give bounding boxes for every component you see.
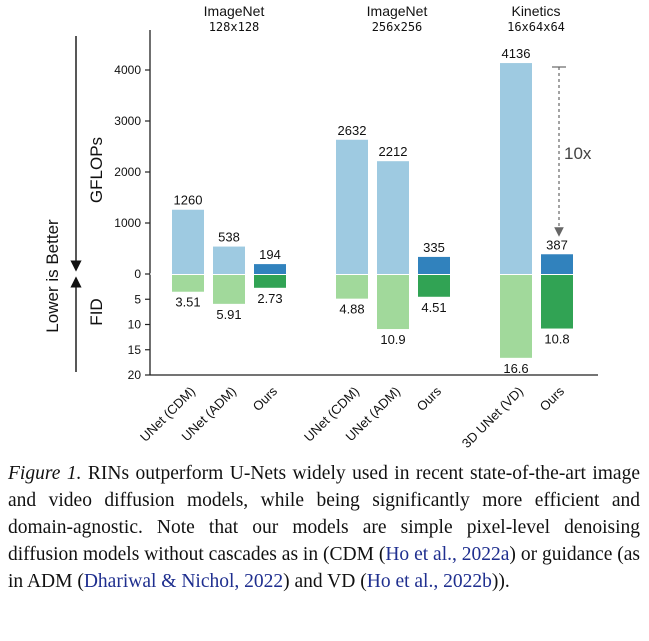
fid-value-label: 10.9 <box>380 332 405 347</box>
gflops-axis-label: GFLOPs <box>87 137 106 203</box>
citation-link-vd[interactable]: Ho et al., 2022b <box>366 571 492 592</box>
citation-link-cdm[interactable]: Ho et al., 2022a <box>385 544 510 565</box>
caption-label: Figure 1. <box>8 463 82 484</box>
gflops-bar <box>336 139 368 274</box>
fid-value-label: 16.6 <box>503 361 528 376</box>
caption-text-4: )). <box>491 571 510 592</box>
caption-text-3: ) and VD ( <box>283 571 367 592</box>
caption-text-1: RINs outperform U-Nets widely used in re… <box>8 463 640 565</box>
fid-value-label: 2.73 <box>257 291 282 306</box>
fid-bar <box>213 275 245 304</box>
fid-tick-label: 10 <box>128 318 142 332</box>
group-subtitle: 16x64x64 <box>507 20 565 34</box>
gflops-bar <box>377 161 409 274</box>
fid-value-label: 4.88 <box>339 302 364 317</box>
group-title: ImageNet <box>367 3 428 19</box>
gflops-bar <box>213 246 245 274</box>
figure-caption: Figure 1. RINs outperform U-Nets widely … <box>8 460 640 595</box>
fid-axis-label: FID <box>87 298 106 325</box>
gflops-bar <box>541 254 573 274</box>
group-subtitle: 128x128 <box>209 20 260 34</box>
fid-bar <box>172 275 204 292</box>
lower-is-better-label: Lower is Better <box>43 219 62 333</box>
fid-bar <box>336 275 368 299</box>
gflops-value-label: 335 <box>423 240 445 255</box>
gflops-tick-label: 2000 <box>114 165 141 179</box>
gflops-value-label: 2212 <box>379 144 408 159</box>
gflops-value-label: 1260 <box>174 193 203 208</box>
fid-bar <box>418 275 450 297</box>
gflops-value-label: 538 <box>218 230 240 245</box>
group-subtitle: 256x256 <box>372 20 423 34</box>
chart-svg: 0 1000 2000 3000 4000 5 10 15 20 GFLOPs FID Lower … <box>43 3 598 451</box>
fid-value-label: 10.8 <box>544 332 569 347</box>
fid-tick-label: 20 <box>128 368 142 382</box>
category-label: Ours <box>537 383 568 414</box>
category-label: 3D UNet (VD) <box>459 384 526 451</box>
gflops-bar <box>254 264 286 274</box>
category-label: Ours <box>414 383 445 414</box>
gflops-bar <box>500 63 532 275</box>
fid-tick-label: 15 <box>128 343 142 357</box>
gflops-bar <box>418 256 450 274</box>
group-title: ImageNet <box>204 3 265 19</box>
fid-value-label: 3.51 <box>175 295 200 310</box>
gflops-tick-label: 1000 <box>114 216 141 230</box>
gflops-value-label: 4136 <box>502 46 531 61</box>
gflops-value-label: 194 <box>259 247 281 262</box>
gflops-tick-label: 4000 <box>114 63 141 77</box>
annotation-10x: 10x <box>564 144 592 163</box>
gflops-tick-label: 3000 <box>114 114 141 128</box>
citation-link-adm[interactable]: Dhariwal & Nichol, 2022 <box>83 571 284 592</box>
gflops-tick-label: 0 <box>134 267 141 281</box>
group-title: Kinetics <box>511 3 560 19</box>
fid-value-label: 4.51 <box>421 300 446 315</box>
category-label: Ours <box>250 383 281 414</box>
fid-bar <box>377 275 409 330</box>
gflops-value-label: 387 <box>546 237 568 252</box>
caption-text-2: ) or guidance (as in ADM ( <box>8 544 640 592</box>
fid-bar <box>500 275 532 358</box>
chart: 0 1000 2000 3000 4000 5 10 15 20 GFLOPs FID Lower … <box>43 3 598 451</box>
gflops-value-label: 2632 <box>338 123 367 138</box>
fid-value-label: 5.91 <box>216 307 241 322</box>
gflops-bar <box>172 209 204 274</box>
fid-bar <box>254 275 286 288</box>
fid-bar <box>541 275 573 329</box>
fid-tick-label: 5 <box>134 292 141 306</box>
